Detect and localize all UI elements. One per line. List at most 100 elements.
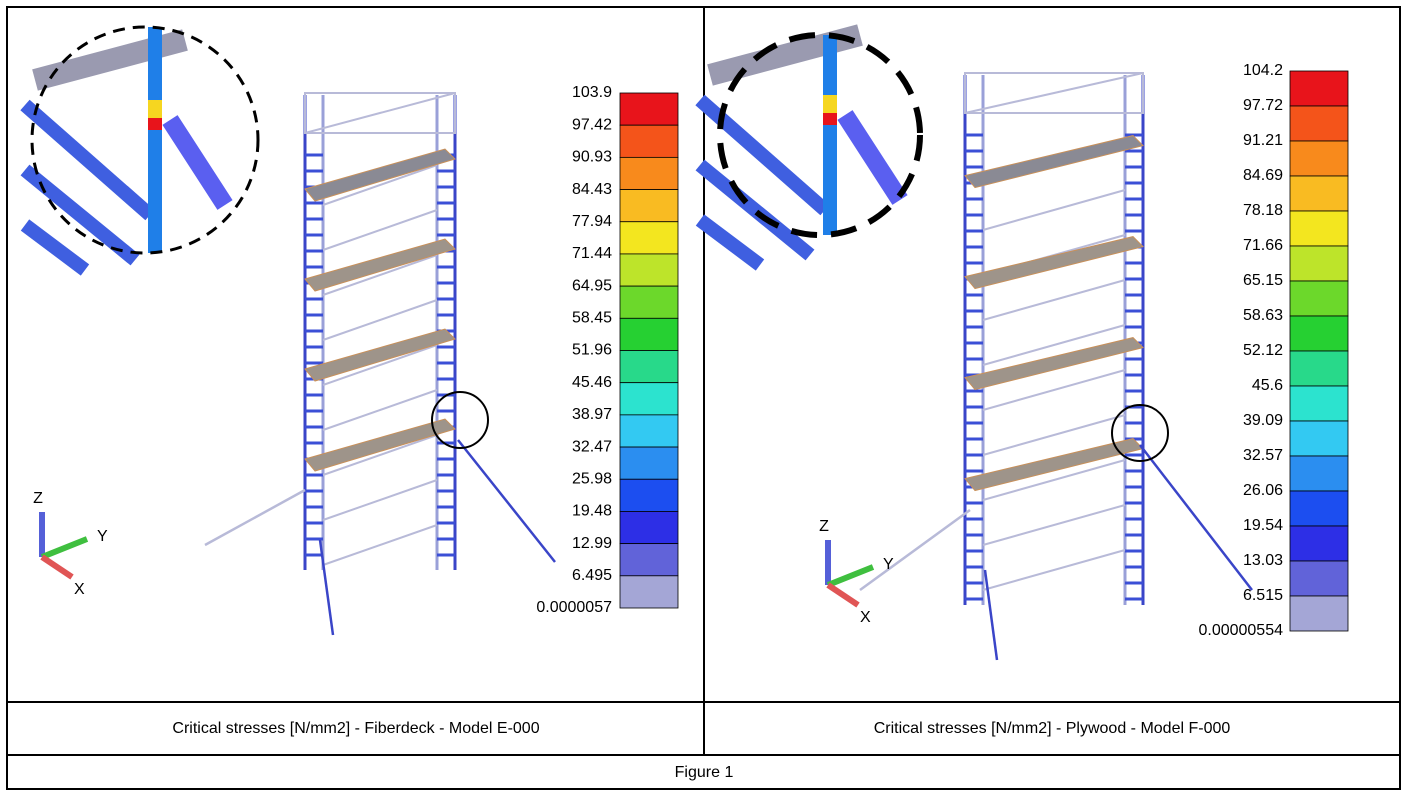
- colorbar-band: [619, 285, 679, 319]
- legend-label: 39.09: [1243, 412, 1283, 429]
- axis-y: [40, 536, 89, 560]
- legend-label: 71.44: [572, 245, 612, 262]
- scaffold-brace: [322, 389, 438, 431]
- outrigger: [318, 539, 335, 636]
- legend-label: 65.15: [1243, 272, 1283, 289]
- legend-label: 84.43: [572, 181, 612, 198]
- colorbar-band: [1289, 105, 1349, 142]
- colorbar-band: [1289, 140, 1349, 177]
- axis-label: X: [860, 609, 871, 626]
- legend-label: 25.98: [572, 470, 612, 487]
- scaffold-brace: [322, 479, 438, 521]
- scaffold-brace: [982, 459, 1126, 501]
- colorbar-band: [619, 350, 679, 384]
- colorbar-band: [619, 156, 679, 190]
- zoom-circle: [717, 32, 923, 238]
- panel: 103.9 97.42 90.93 84.43 77.94 71.44 64.95 58.45…: [20, 25, 679, 636]
- legend-label: 51.96: [572, 342, 612, 359]
- platform: [304, 238, 456, 292]
- scaffold-brace: [322, 344, 438, 386]
- axis-label: Z: [33, 490, 43, 507]
- outrigger: [983, 569, 999, 661]
- outrigger: [1139, 444, 1253, 591]
- legend-label: 90.93: [572, 149, 612, 166]
- colorbar-band: [1289, 175, 1349, 212]
- colorbar-band: [619, 575, 679, 609]
- legend-label: 97.42: [572, 116, 612, 133]
- legend-label: 45.46: [572, 374, 612, 391]
- platform: [304, 328, 456, 382]
- legend-label: 38.97: [572, 406, 612, 423]
- figure-label: Figure 1: [675, 764, 734, 781]
- colorbar-band: [1289, 210, 1349, 247]
- guardrail: [304, 92, 456, 134]
- colorbar-band: [1289, 315, 1349, 352]
- scaffold-brace: [982, 324, 1126, 366]
- guardrail: [304, 92, 456, 134]
- legend-label: 6.515: [1243, 587, 1283, 604]
- scaffold-brace: [982, 279, 1126, 321]
- detail-ring: [431, 391, 489, 449]
- zoom-tube: [695, 159, 815, 261]
- colorbar-band: [619, 543, 679, 577]
- legend-label: 26.06: [1243, 482, 1283, 499]
- scaffold-brace: [322, 434, 438, 476]
- legend-label: 32.47: [572, 438, 612, 455]
- legend-label: 32.57: [1243, 447, 1283, 464]
- platform: [964, 135, 1144, 189]
- axis-label: Y: [883, 556, 894, 573]
- scaffold-brace: [982, 189, 1126, 231]
- platform: [304, 148, 456, 202]
- scaffold-brace: [982, 549, 1126, 591]
- scaffold-brace: [322, 209, 438, 251]
- platform: [964, 236, 1144, 290]
- legend-label: 58.45: [572, 310, 612, 327]
- legend-label: 64.95: [572, 277, 612, 294]
- panel: 104.2 97.72 91.21 84.69 78.18 71.66 65.15 58.63…: [695, 24, 1349, 661]
- zoom-tube: [20, 164, 140, 266]
- outrigger: [457, 439, 556, 563]
- scaffold-brace: [322, 254, 438, 296]
- colorbar-band: [1289, 70, 1349, 107]
- legend-label: 45.6: [1252, 377, 1283, 394]
- colorbar-band: [1289, 280, 1349, 317]
- legend-label: 84.69: [1243, 167, 1283, 184]
- colorbar-band: [619, 317, 679, 351]
- colorbar-band: [1289, 455, 1349, 492]
- colorbar-band: [1289, 595, 1349, 632]
- axis-x: [40, 554, 74, 580]
- legend-label: 19.48: [572, 503, 612, 520]
- legend-label: 97.72: [1243, 97, 1283, 114]
- scaffold-brace: [322, 524, 438, 566]
- zoom-tube: [695, 214, 765, 271]
- zoom-tube: [162, 115, 233, 210]
- legend-label: 91.21: [1243, 132, 1283, 149]
- outrigger: [859, 508, 971, 592]
- legend-label: 78.18: [1243, 202, 1283, 219]
- axis-label: X: [74, 581, 85, 598]
- scaffold-brace: [322, 164, 438, 206]
- colorbar-band: [619, 446, 679, 480]
- legend-label: 12.99: [572, 535, 612, 552]
- colorbar-band: [619, 478, 679, 512]
- zoom-beam: [32, 29, 188, 91]
- zoom-hotspot: [148, 118, 162, 130]
- legend-label: 103.9: [572, 84, 612, 101]
- zoom-tube: [20, 219, 90, 276]
- legend-label: 71.66: [1243, 237, 1283, 254]
- colorbar-band: [1289, 490, 1349, 527]
- colorbar-band: [1289, 350, 1349, 387]
- colorbar-band: [619, 92, 679, 126]
- caption: Critical stresses [N/mm2] - Plywood - Mo…: [874, 720, 1231, 737]
- platform: [964, 337, 1144, 391]
- legend-label: 0.00000554: [1198, 622, 1283, 639]
- colorbar-band: [619, 253, 679, 287]
- scaffold-brace: [982, 414, 1126, 456]
- colorbar-band: [1289, 420, 1349, 457]
- colorbar-band: [619, 414, 679, 448]
- axis-label: Z: [819, 518, 829, 535]
- legend-label: 19.54: [1243, 517, 1283, 534]
- zoom-hotspot: [823, 113, 837, 125]
- colorbar-band: [619, 124, 679, 158]
